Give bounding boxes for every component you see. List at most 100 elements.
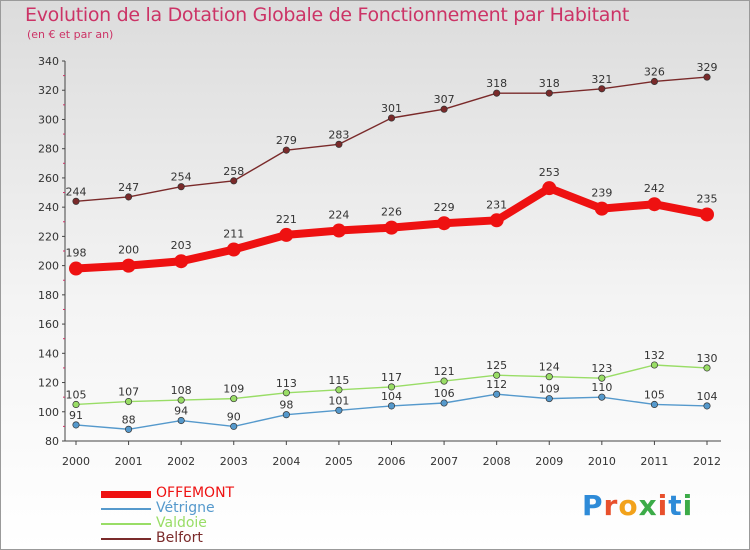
x-tick-label: 2009 (535, 455, 563, 468)
data-point (230, 177, 238, 185)
data-point (440, 399, 448, 407)
data-label: 109 (539, 383, 560, 396)
data-label: 221 (276, 213, 297, 226)
data-label: 106 (434, 387, 455, 400)
data-point (72, 400, 80, 409)
data-point (545, 395, 553, 403)
data-label: 244 (66, 185, 87, 198)
data-point (493, 89, 501, 97)
data-label: 125 (486, 359, 507, 372)
data-label: 94 (174, 405, 188, 418)
data-point (230, 395, 238, 403)
data-point (177, 396, 185, 404)
data-point (230, 422, 238, 430)
data-label: 211 (223, 228, 244, 241)
data-label: 105 (644, 388, 665, 401)
series-valdoie: 105 107 108 109 113 115 117 121 125 124 123 132 130 (66, 349, 718, 409)
axes: 80 100 120 140 160 180 200 220 240 260 280 300 320 34… (38, 55, 721, 468)
x-tick-label: 2004 (272, 455, 300, 468)
data-label: 301 (381, 102, 402, 115)
data-label: 91 (69, 409, 83, 422)
data-point (598, 393, 606, 401)
x-tick-label: 2000 (62, 455, 90, 468)
data-label: 117 (381, 371, 402, 384)
x-tick-label: 2007 (430, 455, 458, 468)
data-point (598, 374, 606, 382)
data-label: 239 (591, 187, 612, 200)
data-label: 258 (223, 165, 244, 178)
data-point (72, 421, 80, 429)
data-label: 115 (328, 374, 349, 387)
data-point (335, 386, 343, 394)
chart-subtitle: (en € et par an) (27, 28, 114, 41)
legend-label: Valdoie (156, 515, 207, 531)
data-label: 318 (539, 77, 560, 90)
data-label: 98 (279, 399, 293, 412)
data-label: 110 (591, 381, 612, 394)
data-label: 326 (644, 65, 665, 78)
legend-label: OFFEMONT (156, 485, 235, 501)
legend-item-offemont: OFFEMONT (101, 485, 301, 502)
data-label: 105 (66, 388, 87, 401)
data-label: 229 (434, 201, 455, 214)
legend-swatch (101, 523, 151, 525)
data-label: 130 (697, 352, 718, 365)
data-point (282, 411, 290, 419)
logo-letter: t (668, 489, 683, 522)
legend-item-valdoie: Valdoie (101, 515, 301, 532)
y-tick-label: 240 (38, 201, 59, 214)
legend-item-vétrigne: Vétrigne (101, 500, 301, 517)
y-tick-label: 320 (38, 84, 59, 97)
logo-letter: r (603, 489, 619, 522)
y-tick-label: 220 (38, 230, 59, 243)
data-label: 242 (644, 182, 665, 195)
y-tick-label: 100 (38, 406, 59, 419)
y-tick-label: 80 (45, 435, 59, 448)
x-tick-label: 2010 (588, 455, 616, 468)
data-point (703, 402, 711, 410)
data-point (703, 73, 711, 81)
data-label: 235 (697, 192, 718, 205)
data-point (387, 114, 396, 122)
x-tick-label: 2005 (325, 455, 353, 468)
data-label: 101 (328, 394, 349, 407)
data-label: 254 (171, 171, 192, 184)
data-point (226, 242, 241, 257)
data-label: 283 (328, 128, 349, 141)
data-point (703, 364, 711, 372)
proxiti-logo: Proxiti (582, 489, 693, 522)
data-label: 200 (118, 244, 139, 257)
legend-label: Belfort (156, 530, 203, 546)
data-point (594, 201, 609, 216)
data-point (174, 254, 189, 269)
data-point (177, 416, 185, 425)
data-label: 112 (486, 378, 507, 391)
data-point (282, 146, 290, 154)
legend-item-belfort: Belfort (101, 530, 301, 547)
data-point (335, 406, 343, 414)
data-label: 307 (434, 93, 455, 106)
series-vétrigne: 91 88 94 90 98 101 104 106 112 109 110 105 104 (69, 378, 718, 433)
data-label: 123 (591, 362, 612, 375)
data-label: 107 (118, 386, 139, 399)
legend-swatch (101, 538, 151, 540)
data-point (387, 383, 396, 391)
data-point (647, 197, 662, 212)
chart-title: Evolution de la Dotation Globale de Fonc… (25, 4, 630, 26)
data-point (545, 89, 553, 97)
logo-letter: o (618, 489, 639, 522)
data-point (125, 425, 133, 433)
y-tick-label: 340 (38, 55, 59, 68)
data-point (121, 258, 136, 273)
data-point (545, 373, 553, 381)
data-label: 224 (328, 209, 349, 222)
data-label: 113 (276, 377, 297, 390)
data-label: 90 (227, 410, 241, 423)
series-belfort: 244 247 254 258 279 283 301 307 318 318 321 326 329 (66, 61, 718, 205)
data-label: 329 (697, 61, 718, 74)
data-point (650, 77, 658, 86)
y-tick-label: 120 (38, 377, 59, 390)
data-label: 253 (539, 166, 560, 179)
data-label: 108 (171, 384, 192, 397)
data-point (493, 371, 501, 379)
